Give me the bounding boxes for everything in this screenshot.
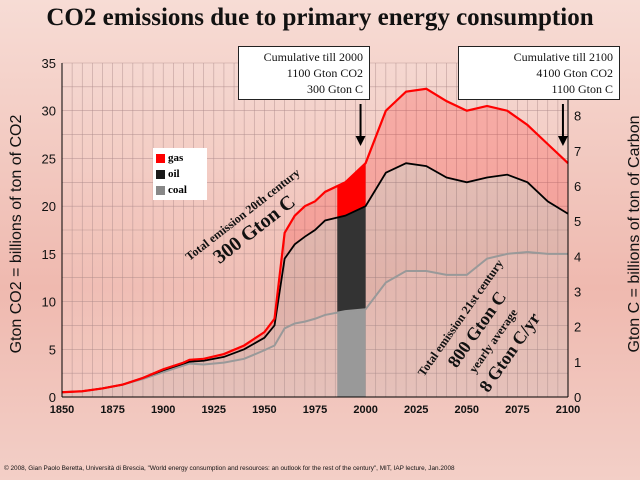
bar-gas [337, 163, 366, 218]
y-tick-label-left: 20 [42, 199, 56, 214]
series-line-gas [61, 87, 569, 394]
x-tick-label: 1925 [202, 404, 226, 416]
callout-2000-line2: 1100 Gton CO2 [286, 66, 363, 80]
y-tick-label-right: 6 [574, 179, 581, 194]
legend-item-oil: oil [156, 166, 204, 182]
callout-2100-line1: Cumulative till 2100 [513, 50, 613, 64]
legend-label-gas: gas [168, 152, 184, 164]
y-tick-label-right: 8 [574, 109, 581, 124]
y-tick-label-right: 1 [574, 355, 581, 370]
series-lines [61, 87, 569, 394]
x-tick-label: 2025 [404, 404, 428, 416]
area-gas [62, 88, 568, 393]
bar-oil [337, 206, 366, 313]
y-tick-label-left: 0 [49, 390, 56, 405]
x-tick-label: 2050 [455, 404, 479, 416]
area-oil [62, 163, 568, 393]
x-tick-label: 2000 [353, 404, 377, 416]
y-tick-label-right: 2 [574, 320, 581, 335]
arrow-2000-head [355, 136, 366, 146]
area-coal [62, 251, 568, 397]
x-tick-label: 2075 [505, 404, 529, 416]
legend-item-coal: coal [156, 182, 204, 198]
legend-swatch-coal [156, 185, 165, 195]
arrow-2100-head [557, 136, 568, 146]
legend-label-oil: oil [168, 168, 180, 180]
callout-2100: Cumulative till 2100 4100 Gton CO2 1100 … [458, 46, 620, 100]
series-areas [62, 88, 568, 397]
callout-2100-line2: 4100 Gton CO2 [536, 66, 613, 80]
legend-label-coal: coal [168, 184, 187, 196]
y-tick-label-right: 4 [574, 249, 581, 264]
x-tick-label: 1950 [252, 404, 276, 416]
x-tick-label: 1975 [303, 404, 327, 416]
y-tick-label-left: 35 [42, 56, 56, 71]
x-tick-label: 1850 [50, 404, 74, 416]
callout-2000-line3: 300 Gton C [306, 82, 363, 96]
callout-arrows [355, 104, 568, 146]
legend-swatch-oil [156, 169, 165, 179]
y-tick-label-right: 0 [574, 390, 581, 405]
x-tick-label: 1900 [151, 404, 175, 416]
axes: 1850 1875 1900 1925 1950 1975 2000 2025 2050 2075… [42, 56, 582, 416]
chart-title: CO2 emissions due to primary energy cons… [46, 4, 594, 31]
y-tick-label-left: 30 [42, 104, 56, 119]
y-tick-label-left: 15 [42, 247, 56, 262]
y-tick-label-left: 25 [42, 151, 56, 166]
y-axis-label-right: Gton C = billions of ton of Carbon [626, 115, 640, 353]
y-tick-label-left: 10 [42, 295, 56, 310]
y-tick-label-right: 5 [574, 214, 581, 229]
callout-2100-line3: 1100 Gton C [551, 82, 613, 96]
y-tick-label-right: 7 [574, 144, 581, 159]
series-line-coal [61, 250, 568, 394]
callout-2000: Cumulative till 2000 1100 Gton CO2 300 G… [238, 46, 370, 100]
x-tick-label: 1875 [100, 404, 124, 416]
bar-coal [337, 309, 366, 397]
x-tick-label: 2100 [556, 404, 580, 416]
legend-swatch-gas [156, 153, 165, 163]
y-tick-label-right: 3 [574, 285, 581, 300]
legend: gas oil coal [153, 148, 207, 200]
y-axis-label-left: Gton CO2 = billions of ton of CO2 [8, 114, 25, 354]
y-tick-label-left: 5 [49, 342, 56, 357]
copyright-footer: © 2008, Gian Paolo Beretta, Università d… [4, 465, 455, 472]
legend-item-gas: gas [156, 150, 204, 166]
callout-2000-line1: Cumulative till 2000 [263, 50, 363, 64]
